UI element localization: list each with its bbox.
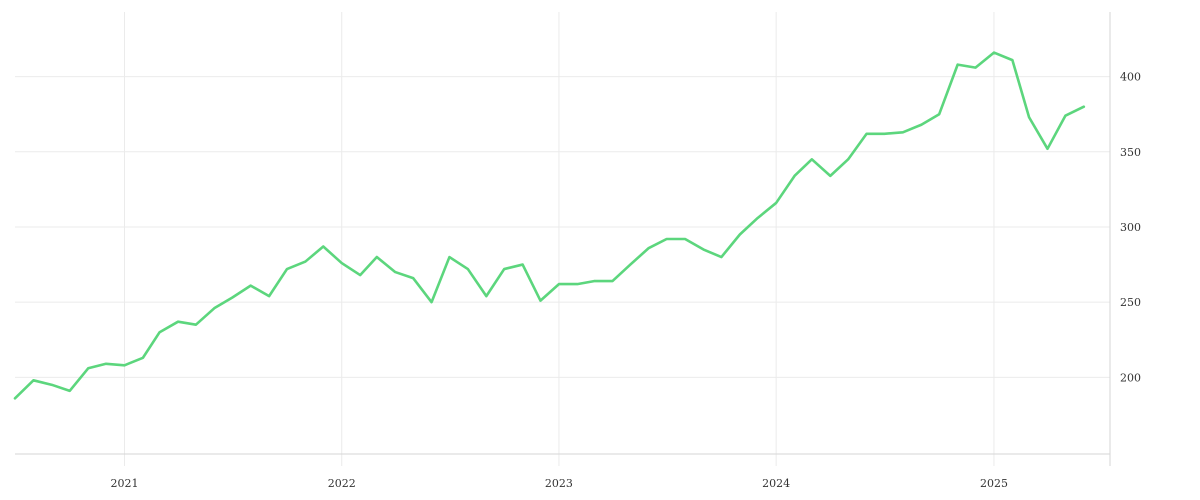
- x-axis-tick-labels: 2021 2022 2023 2024 2025: [111, 477, 1008, 490]
- y-gridlines: [15, 76, 1110, 378]
- x-tick-label: 2024: [762, 477, 790, 490]
- series-layer: [13, 51, 1086, 400]
- x-tick-label: 2022: [328, 477, 356, 490]
- y-tick-label: 250: [1120, 296, 1141, 309]
- series-line: [13, 51, 1086, 400]
- x-tick-label: 2025: [980, 477, 1008, 490]
- y-tick-label: 300: [1120, 221, 1141, 234]
- x-tick-label: 2021: [111, 477, 139, 490]
- y-tick-label: 400: [1120, 71, 1141, 84]
- x-tick-label: 2023: [545, 477, 573, 490]
- y-axis-tick-labels: 200 250 300 350 400: [1120, 71, 1141, 385]
- x-gridlines: [124, 12, 995, 466]
- y-tick-label: 350: [1120, 146, 1141, 159]
- y-tick-label: 200: [1120, 371, 1141, 384]
